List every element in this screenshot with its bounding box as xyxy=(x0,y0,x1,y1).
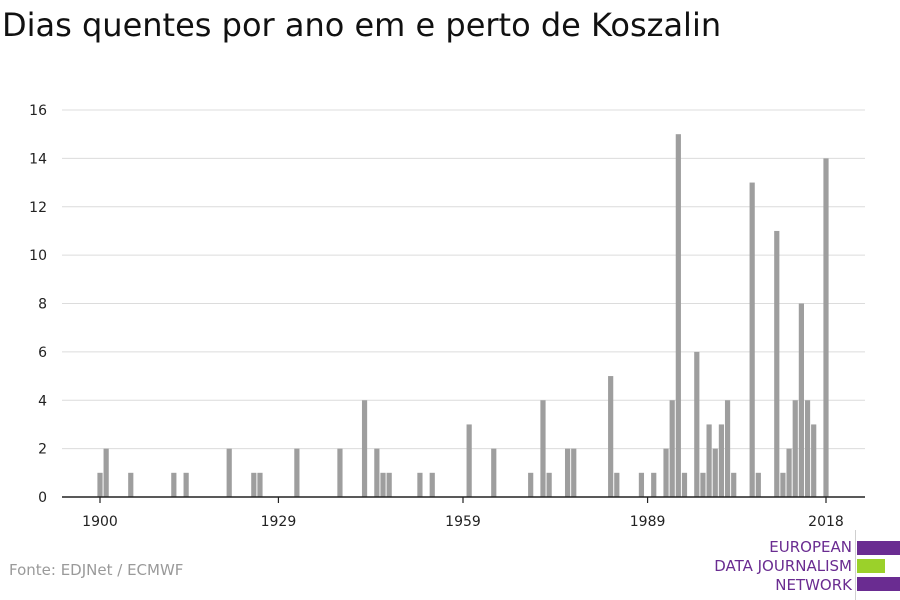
x-tick-label: 1900 xyxy=(82,514,118,530)
y-tick-label: 2 xyxy=(38,442,47,458)
bar-1943 xyxy=(361,400,368,497)
bar-1921 xyxy=(226,448,232,498)
bar-2002 xyxy=(724,400,731,497)
logo-bar-middle xyxy=(857,559,885,573)
logo-bar-top xyxy=(857,541,900,555)
bar-1995 xyxy=(681,472,688,497)
bar-1984 xyxy=(614,472,620,497)
bar-1970 xyxy=(528,472,534,497)
bar-1983 xyxy=(608,376,614,497)
logo-bar-bottom xyxy=(857,577,900,591)
bar-1946 xyxy=(380,472,386,497)
bar-1993 xyxy=(669,400,675,497)
bar-1999 xyxy=(706,424,712,497)
bar-2001 xyxy=(718,424,725,497)
bar-1912 xyxy=(171,472,177,497)
bar-1932 xyxy=(294,448,300,498)
edjnet-logo: EUROPEAN DATA JOURNALISM NETWORK xyxy=(700,530,900,600)
bar-1945 xyxy=(374,448,380,498)
y-tick-label: 10 xyxy=(29,248,47,264)
bar-2000 xyxy=(712,448,718,498)
bar-1997 xyxy=(694,351,700,498)
logo-line-2: DATA JOURNALISM xyxy=(714,557,852,575)
bar-2007 xyxy=(755,472,761,497)
bar-1900 xyxy=(97,472,103,497)
x-axis-ticks: 1900 1929 1959 1989 2018 xyxy=(82,497,844,530)
logo-line-1: EUROPEAN xyxy=(769,538,852,556)
bar-1998 xyxy=(700,472,706,497)
bar-1972 xyxy=(540,400,546,497)
bar-2006 xyxy=(749,182,755,497)
x-tick-label: 1989 xyxy=(630,514,666,530)
bar-1973 xyxy=(546,472,552,497)
bar-1960 xyxy=(466,424,472,497)
bar-1901 xyxy=(103,448,109,498)
y-tick-label: 8 xyxy=(38,297,47,313)
bar-2012 xyxy=(786,448,792,498)
logo-line-3: NETWORK xyxy=(775,576,852,594)
bar-1925 xyxy=(251,472,257,497)
bar-2015 xyxy=(804,400,811,497)
x-tick-label: 1929 xyxy=(261,514,297,530)
bar-1992 xyxy=(663,448,669,498)
y-tick-label: 0 xyxy=(38,490,47,506)
bar-1939 xyxy=(337,448,343,498)
bar-2010 xyxy=(774,230,780,497)
x-tick-label: 2018 xyxy=(808,514,844,530)
bar-2018 xyxy=(823,158,829,498)
y-tick-label: 16 xyxy=(29,103,47,119)
bar-chart: 1900 1929 1959 1989 2018 0 2 4 6 8 10 12 14 16 xyxy=(29,103,865,530)
bar-1905 xyxy=(128,472,134,497)
bar-1964 xyxy=(491,448,497,498)
chart-title: Dias quentes por ano em e perto de Kosza… xyxy=(2,6,722,44)
bar-2013 xyxy=(792,400,798,497)
bar-2016 xyxy=(811,424,817,497)
source-note: Fonte: EDJNet / ECMWF xyxy=(9,561,184,579)
bar-1947 xyxy=(386,472,392,497)
y-tick-label: 14 xyxy=(29,151,47,167)
bar-1914 xyxy=(183,472,189,497)
bar-1977 xyxy=(571,448,577,498)
bars xyxy=(97,134,829,498)
bar-1994 xyxy=(675,134,681,497)
bar-1954 xyxy=(429,472,435,497)
bar-1976 xyxy=(564,448,571,498)
x-tick-label: 1959 xyxy=(445,514,481,530)
bar-2014 xyxy=(798,303,804,497)
bar-1926 xyxy=(257,472,263,497)
bar-1988 xyxy=(638,472,645,497)
y-tick-label: 4 xyxy=(38,393,47,409)
logo-divider xyxy=(855,530,856,600)
y-tick-label: 12 xyxy=(29,200,47,216)
y-tick-label: 6 xyxy=(38,345,47,361)
bar-2011 xyxy=(780,472,786,497)
y-axis-ticks: 0 2 4 6 8 10 12 14 16 xyxy=(29,103,47,506)
gridlines xyxy=(62,109,865,450)
bar-1952 xyxy=(417,472,423,497)
bar-1990 xyxy=(651,472,657,497)
bar-2003 xyxy=(731,472,737,497)
